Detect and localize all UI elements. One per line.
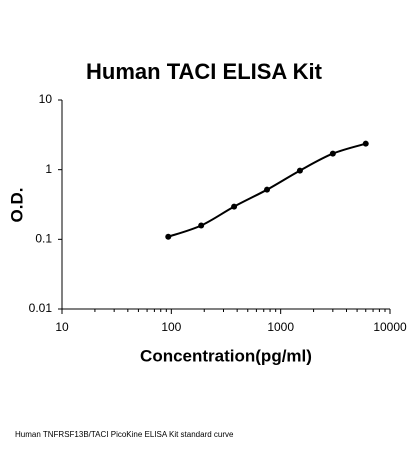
y-tick-label: 0.1 bbox=[35, 232, 52, 246]
x-tick-label: 10000 bbox=[373, 320, 407, 334]
y-tick-label: 0.01 bbox=[29, 301, 53, 315]
point bbox=[296, 167, 303, 174]
point bbox=[362, 140, 369, 147]
chart-title: Human TACI ELISA Kit bbox=[86, 59, 323, 84]
caption: Human TNFRSF13B/TACI PicoKine ELISA Kit … bbox=[15, 430, 234, 439]
point bbox=[231, 203, 238, 210]
point bbox=[264, 186, 271, 193]
y-tick-label: 10 bbox=[39, 92, 53, 106]
x-tick-label: 100 bbox=[161, 320, 181, 334]
y-axis-label: O.D. bbox=[7, 188, 26, 223]
point bbox=[165, 233, 172, 240]
point bbox=[329, 150, 336, 157]
point bbox=[198, 222, 205, 229]
x-tick-label: 1000 bbox=[267, 320, 294, 334]
y-tick-label: 1 bbox=[45, 162, 52, 176]
x-axis-label: Concentration(pg/ml) bbox=[140, 346, 312, 365]
x-tick-label: 10 bbox=[55, 320, 69, 334]
